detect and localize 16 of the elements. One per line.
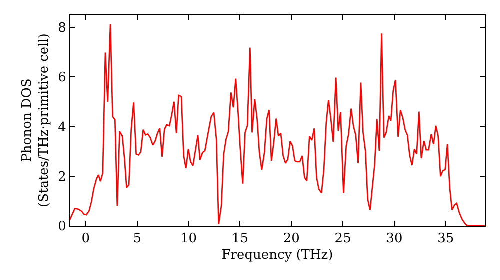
x-tick-label: 20 [283,232,300,247]
x-tick-label: 0 [82,232,90,247]
y-tick-label: 0 [58,220,66,235]
x-axis-title: Frequency (THz) [222,248,334,264]
x-tick-label: 30 [386,232,403,247]
y-tick-label: 8 [58,20,66,36]
x-tick-label: 35 [438,232,454,247]
x-tick-label: 15 [232,232,248,247]
y-tick-label: 2 [58,170,66,185]
line-series [70,24,485,226]
x-tick-label: 5 [133,232,142,247]
x-tick-label: 10 [180,232,198,247]
y-axis-title: Phonon DOS (States/THz·primitive cell) [20,33,52,208]
y-tick-label: 4 [58,120,66,136]
y-tick-label: 6 [58,70,66,86]
x-tick-label: 25 [334,232,352,247]
